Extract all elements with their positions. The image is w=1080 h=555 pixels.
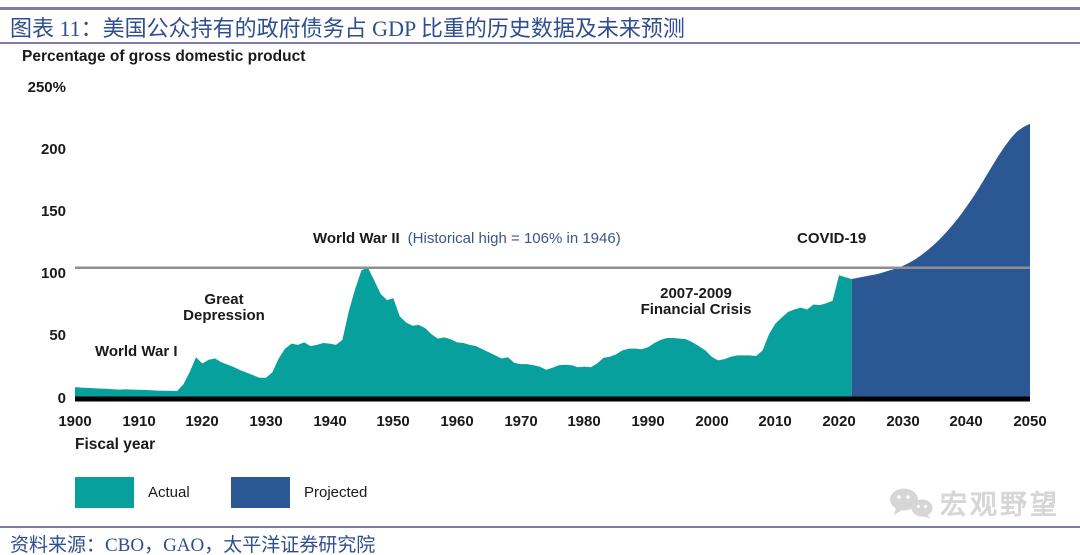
header-rule-top xyxy=(0,7,1080,10)
annotation-covid-19-text: COVID-19 xyxy=(797,230,867,247)
annotation-great-depression-text: Depression xyxy=(183,307,265,324)
x-tick-label: 1900 xyxy=(58,413,92,430)
legend-item-actual: Actual xyxy=(75,477,190,508)
x-tick-label: 2010 xyxy=(758,413,792,430)
watermark-text: 宏观野望 xyxy=(940,490,1060,520)
source-note: 资料来源：CBO，GAO，太平洋证券研究院 xyxy=(10,535,376,555)
x-axis-title: Fiscal year xyxy=(75,436,156,453)
x-tick-label: 1920 xyxy=(185,413,219,430)
y-axis-title: Percentage of gross domestic product xyxy=(22,48,306,65)
y-tick-label: 200 xyxy=(40,141,66,158)
annotation-financial-crisis: 2007-2009 Financial Crisis xyxy=(641,286,752,318)
area-actual xyxy=(75,267,852,400)
y-tick-label: 150 xyxy=(40,203,66,220)
annotation-world-war-2-text: World War II xyxy=(313,230,400,247)
legend-item-projected: Projected xyxy=(231,477,367,508)
watermark: 宏观野望 xyxy=(888,483,1060,522)
projected-color-swatch xyxy=(231,477,290,508)
annotation-world-war-2-text: (Historical high = 106% in 1946) xyxy=(407,230,621,247)
y-tick-label: 250% xyxy=(27,79,66,96)
x-tick-label: 2020 xyxy=(822,413,856,430)
x-tick-label: 1910 xyxy=(122,413,156,430)
x-tick-label: 2040 xyxy=(949,413,983,430)
annotation-financial-crisis-text: Financial Crisis xyxy=(640,301,752,318)
actual-color-swatch xyxy=(75,477,134,508)
x-tick-label: 2050 xyxy=(1013,413,1047,430)
y-tick-label: 50 xyxy=(49,327,66,344)
annotation-financial-crisis-text: 2007-2009 xyxy=(660,285,732,302)
legend: Actual Projected xyxy=(0,477,1080,508)
x-tick-label: 1970 xyxy=(504,413,538,430)
annotation-covid-19: COVID-19 xyxy=(797,231,866,247)
x-tick-label: 2030 xyxy=(886,413,920,430)
x-axis-baseline xyxy=(75,396,1030,402)
legend-label-projected: Projected xyxy=(304,484,368,501)
x-tick-label: 1980 xyxy=(567,413,601,430)
annotation-world-war-2: World War II (Historical high = 106% in 1… xyxy=(313,231,621,247)
x-tick-label: 1960 xyxy=(440,413,474,430)
wechat-icon xyxy=(890,488,933,518)
x-tick-label: 1940 xyxy=(313,413,347,430)
x-tick-label: 1930 xyxy=(249,413,283,430)
annotation-great-depression-text: Great xyxy=(204,291,244,308)
area-projected xyxy=(851,123,1030,400)
footer-rule xyxy=(0,526,1080,528)
x-tick-label: 1990 xyxy=(631,413,665,430)
annotation-world-war-1-text: World War I xyxy=(95,343,178,360)
x-tick-label: 2000 xyxy=(695,413,729,430)
annotation-world-war-1: World War I xyxy=(95,344,178,360)
header-rule-bottom xyxy=(0,42,1080,44)
page-title: 图表 11：美国公众持有的政府债务占 GDP 比重的历史数据及未来预测 xyxy=(10,16,685,41)
legend-label-actual: Actual xyxy=(148,484,190,501)
y-tick-label: 0 xyxy=(57,390,66,407)
y-tick-label: 100 xyxy=(40,265,66,282)
annotation-great-depression: Great Depression xyxy=(183,292,265,324)
x-tick-label: 1950 xyxy=(376,413,410,430)
